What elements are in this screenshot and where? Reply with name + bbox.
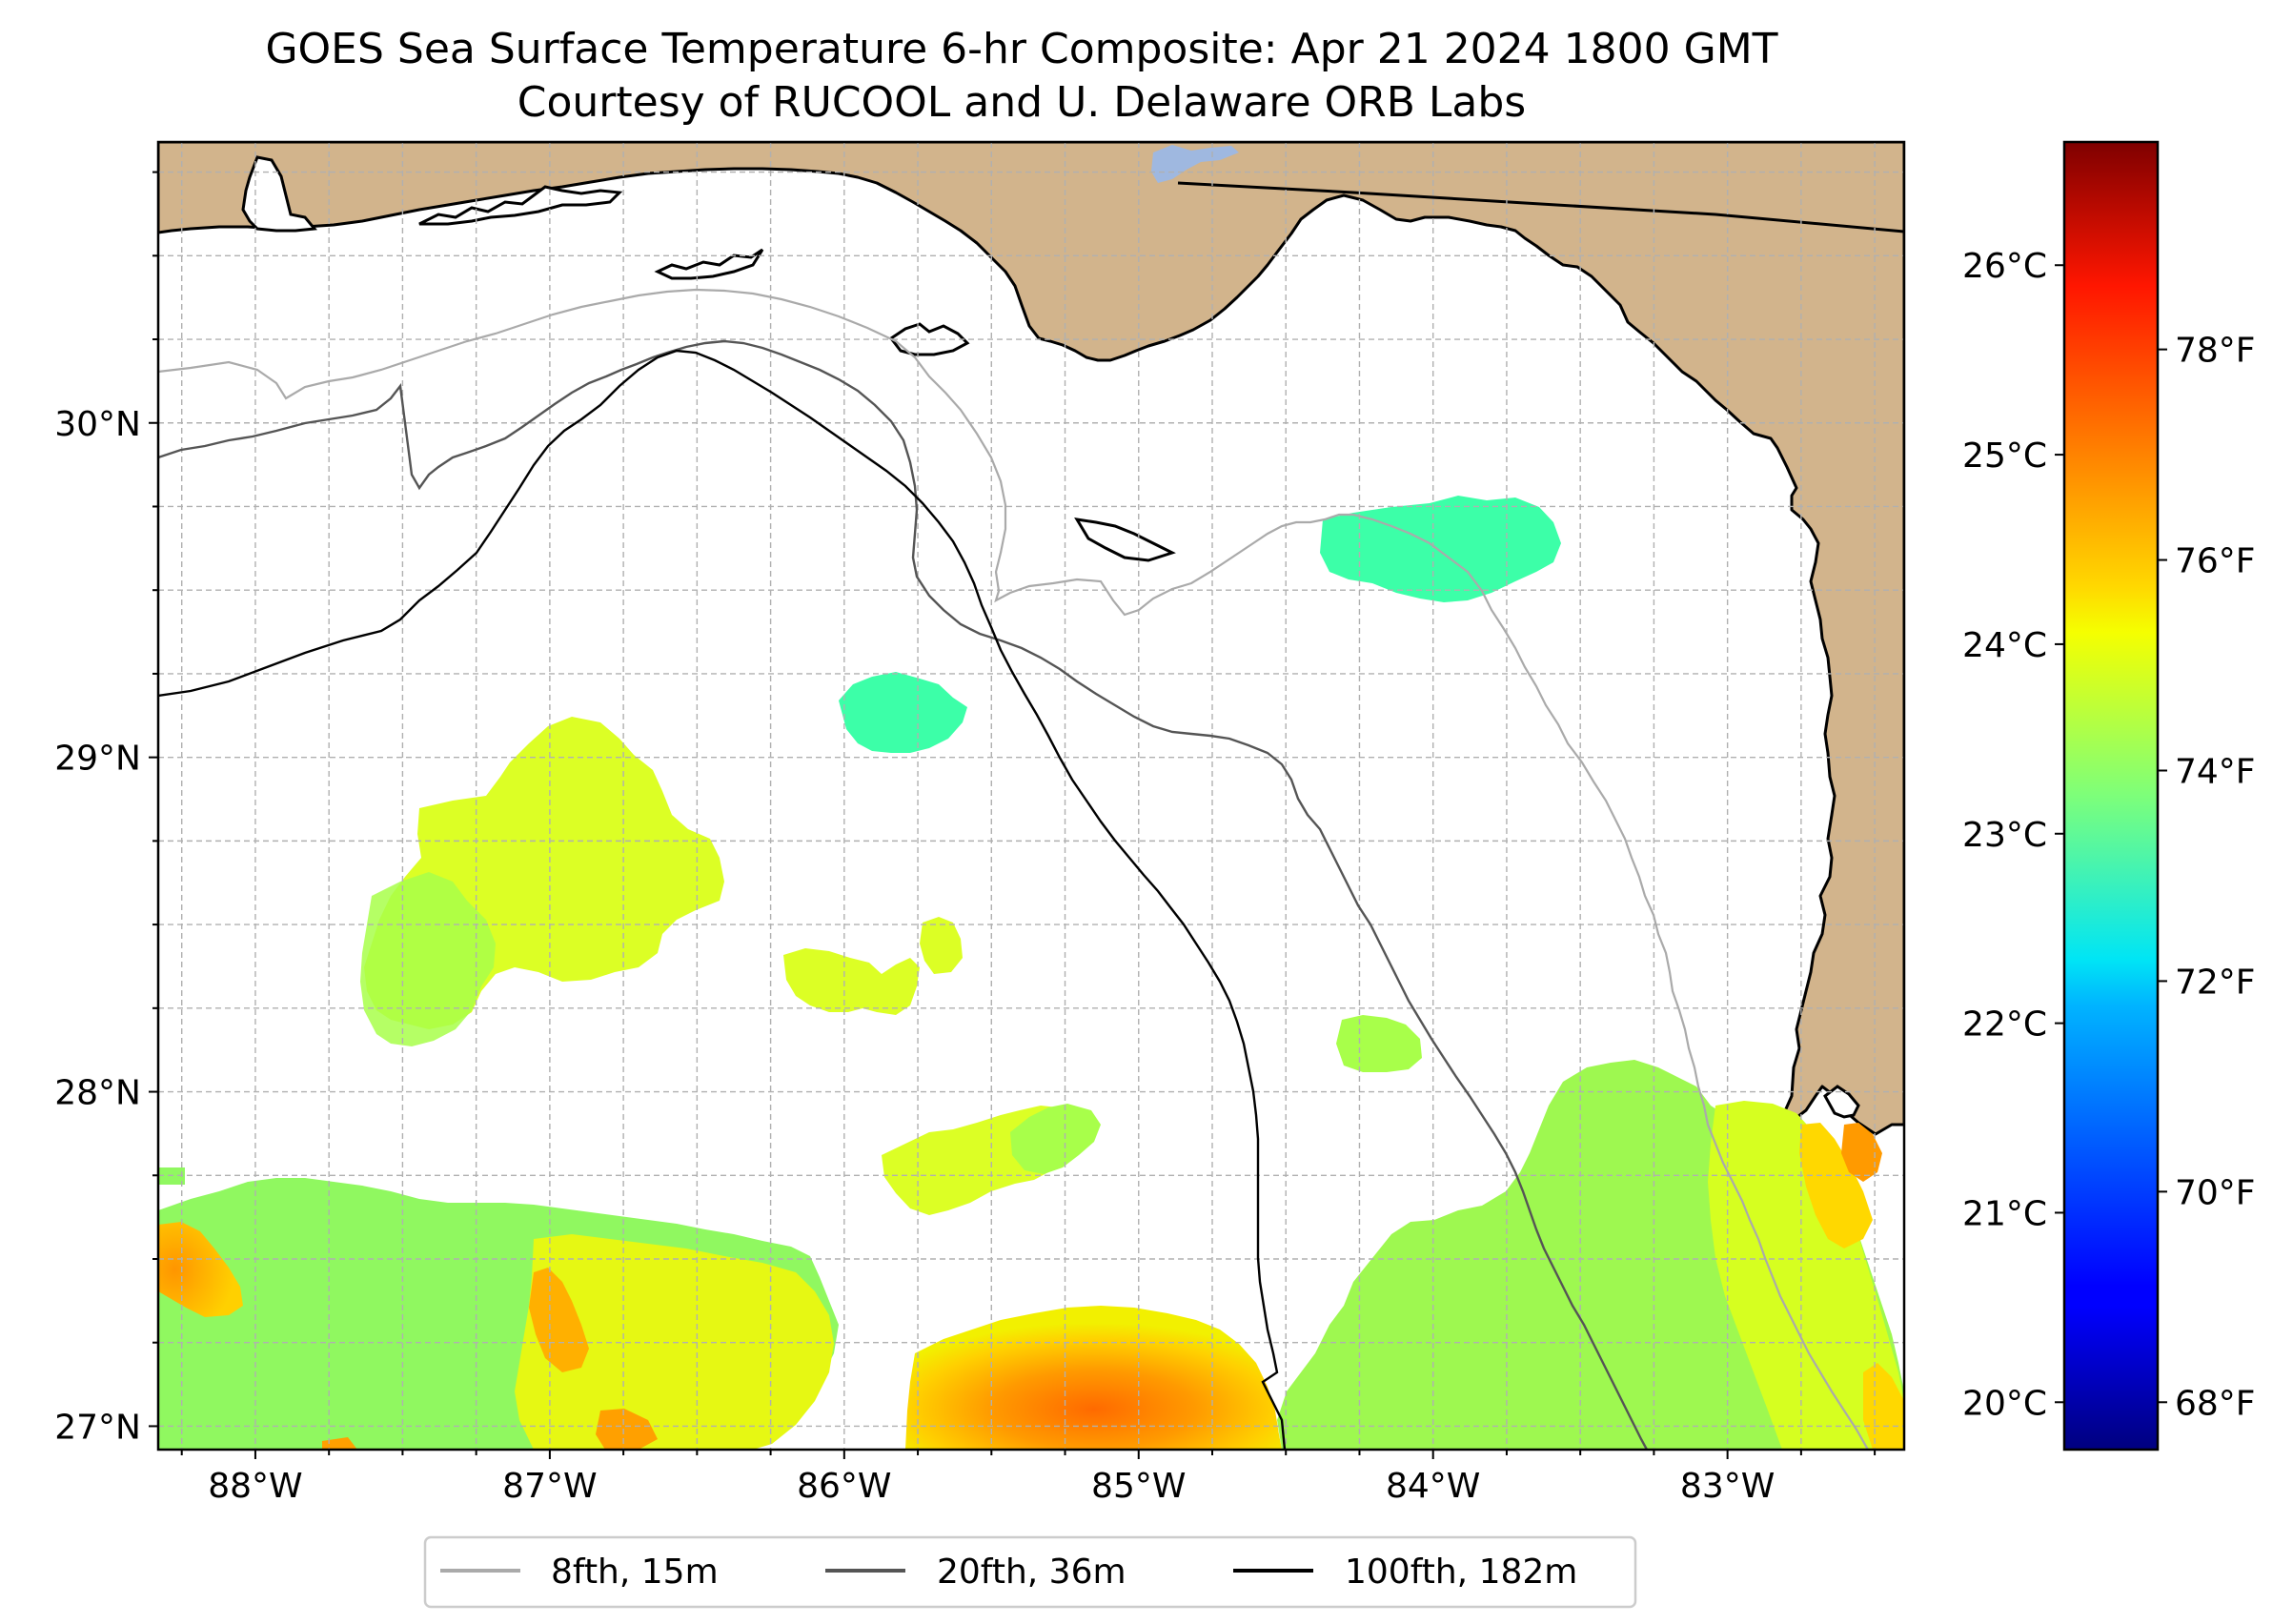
sst-patch: [783, 948, 920, 1015]
choctaw-bay: [654, 248, 764, 280]
lat-tick-label: 29°N: [54, 740, 141, 779]
fahrenheit-tick-label: 72°F: [2175, 963, 2256, 1002]
lat-tick-label: 30°N: [54, 405, 141, 444]
lon-tick-label: 88°W: [208, 1467, 302, 1506]
celsius-tick-label: 20°C: [1962, 1384, 2047, 1423]
map-frame: [156, 140, 1906, 1451]
sst-patch: [905, 1306, 1282, 1450]
map-title-line1: GOES Sea Surface Temperature 6-hr Compos…: [265, 25, 1777, 73]
state-boundary: [1177, 181, 1904, 233]
sst-patch: [1863, 1363, 1904, 1450]
legend-label-100fth: 100fth, 182m: [1345, 1553, 1577, 1592]
lon-tick-label: 84°W: [1386, 1467, 1480, 1506]
legend-label-8fth: 8fth, 15m: [551, 1553, 719, 1592]
sst-patch: [158, 1167, 185, 1185]
map-title-line2: Courtesy of RUCOOL and U. Delaware ORB L…: [517, 78, 1526, 127]
lon-tick-label: 85°W: [1091, 1467, 1186, 1506]
fahrenheit-tick-label: 76°F: [2175, 542, 2256, 581]
lake: [1151, 145, 1239, 183]
sst-patch: [1010, 1104, 1101, 1174]
sst-patch: [1841, 1123, 1882, 1182]
land-mass: [158, 142, 1904, 1136]
lat-tick-label: 28°N: [54, 1074, 141, 1113]
lon-tick-label: 86°W: [797, 1467, 891, 1506]
sst-patch: [322, 1437, 357, 1450]
legend-box: [423, 1535, 1637, 1609]
isobath-legend: 8fth, 15m 20fth, 36m 100fth, 182m: [423, 1535, 1637, 1609]
colorbar: 20°C 21°C 22°C 23°C 24°C 25°C 26°C 68°F 70°F 72°F…: [1962, 140, 2256, 1451]
celsius-tick-label: 26°C: [1962, 247, 2047, 286]
lon-tick-label: 87°W: [502, 1467, 597, 1506]
map-axis-ticks: 88°W 87°W 86°W 85°W 84°W 83°W 30°N 29°N 28°N 27°N: [54, 171, 1877, 1506]
fahrenheit-tick-label: 68°F: [2175, 1384, 2256, 1423]
graticule-grid: [158, 142, 1904, 1450]
isobath-20fth: [158, 339, 1649, 1450]
sst-patch: [360, 872, 496, 1046]
sst-patch: [1799, 1123, 1873, 1248]
fahrenheit-tick-label: 70°F: [2175, 1173, 2256, 1212]
fahrenheit-tick-label: 74°F: [2175, 752, 2256, 791]
lon-tick-label: 83°W: [1680, 1467, 1775, 1506]
sst-patch: [1708, 1101, 1904, 1450]
isobath-8fth: [158, 288, 1869, 1450]
sst-patch: [596, 1409, 658, 1450]
legend-label-20fth: 20fth, 36m: [937, 1553, 1126, 1592]
sst-patch: [515, 1234, 834, 1450]
sst-patch: [839, 672, 967, 753]
sst-patch: [920, 917, 963, 974]
pensacola-bay: [418, 185, 623, 226]
colorbar-ticks: 20°C 21°C 22°C 23°C 24°C 25°C 26°C 68°F 70°F 72°F…: [1962, 247, 2255, 1423]
lat-tick-label: 27°N: [54, 1408, 141, 1447]
mobile-bay: [241, 155, 317, 233]
sst-patch: [158, 1222, 243, 1317]
tampa-bay: [1823, 1085, 1860, 1119]
fahrenheit-tick-label: 78°F: [2175, 332, 2256, 371]
isobath-100fth: [158, 349, 1287, 1450]
colorbar-frame: [2062, 140, 2160, 1451]
sst-patch: [1336, 1015, 1422, 1072]
celsius-tick-label: 25°C: [1962, 436, 2047, 476]
celsius-tick-label: 22°C: [1962, 1005, 2047, 1045]
map-panel: [158, 142, 1904, 1450]
celsius-tick-label: 24°C: [1962, 626, 2047, 665]
celsius-tick-label: 23°C: [1962, 816, 2047, 855]
apalachicola-bay: [1074, 518, 1176, 562]
sst-patch: [529, 1268, 589, 1372]
colorbar-gradient: [2064, 142, 2158, 1450]
sst-data-layer: [158, 496, 1904, 1450]
celsius-tick-label: 21°C: [1962, 1194, 2047, 1233]
